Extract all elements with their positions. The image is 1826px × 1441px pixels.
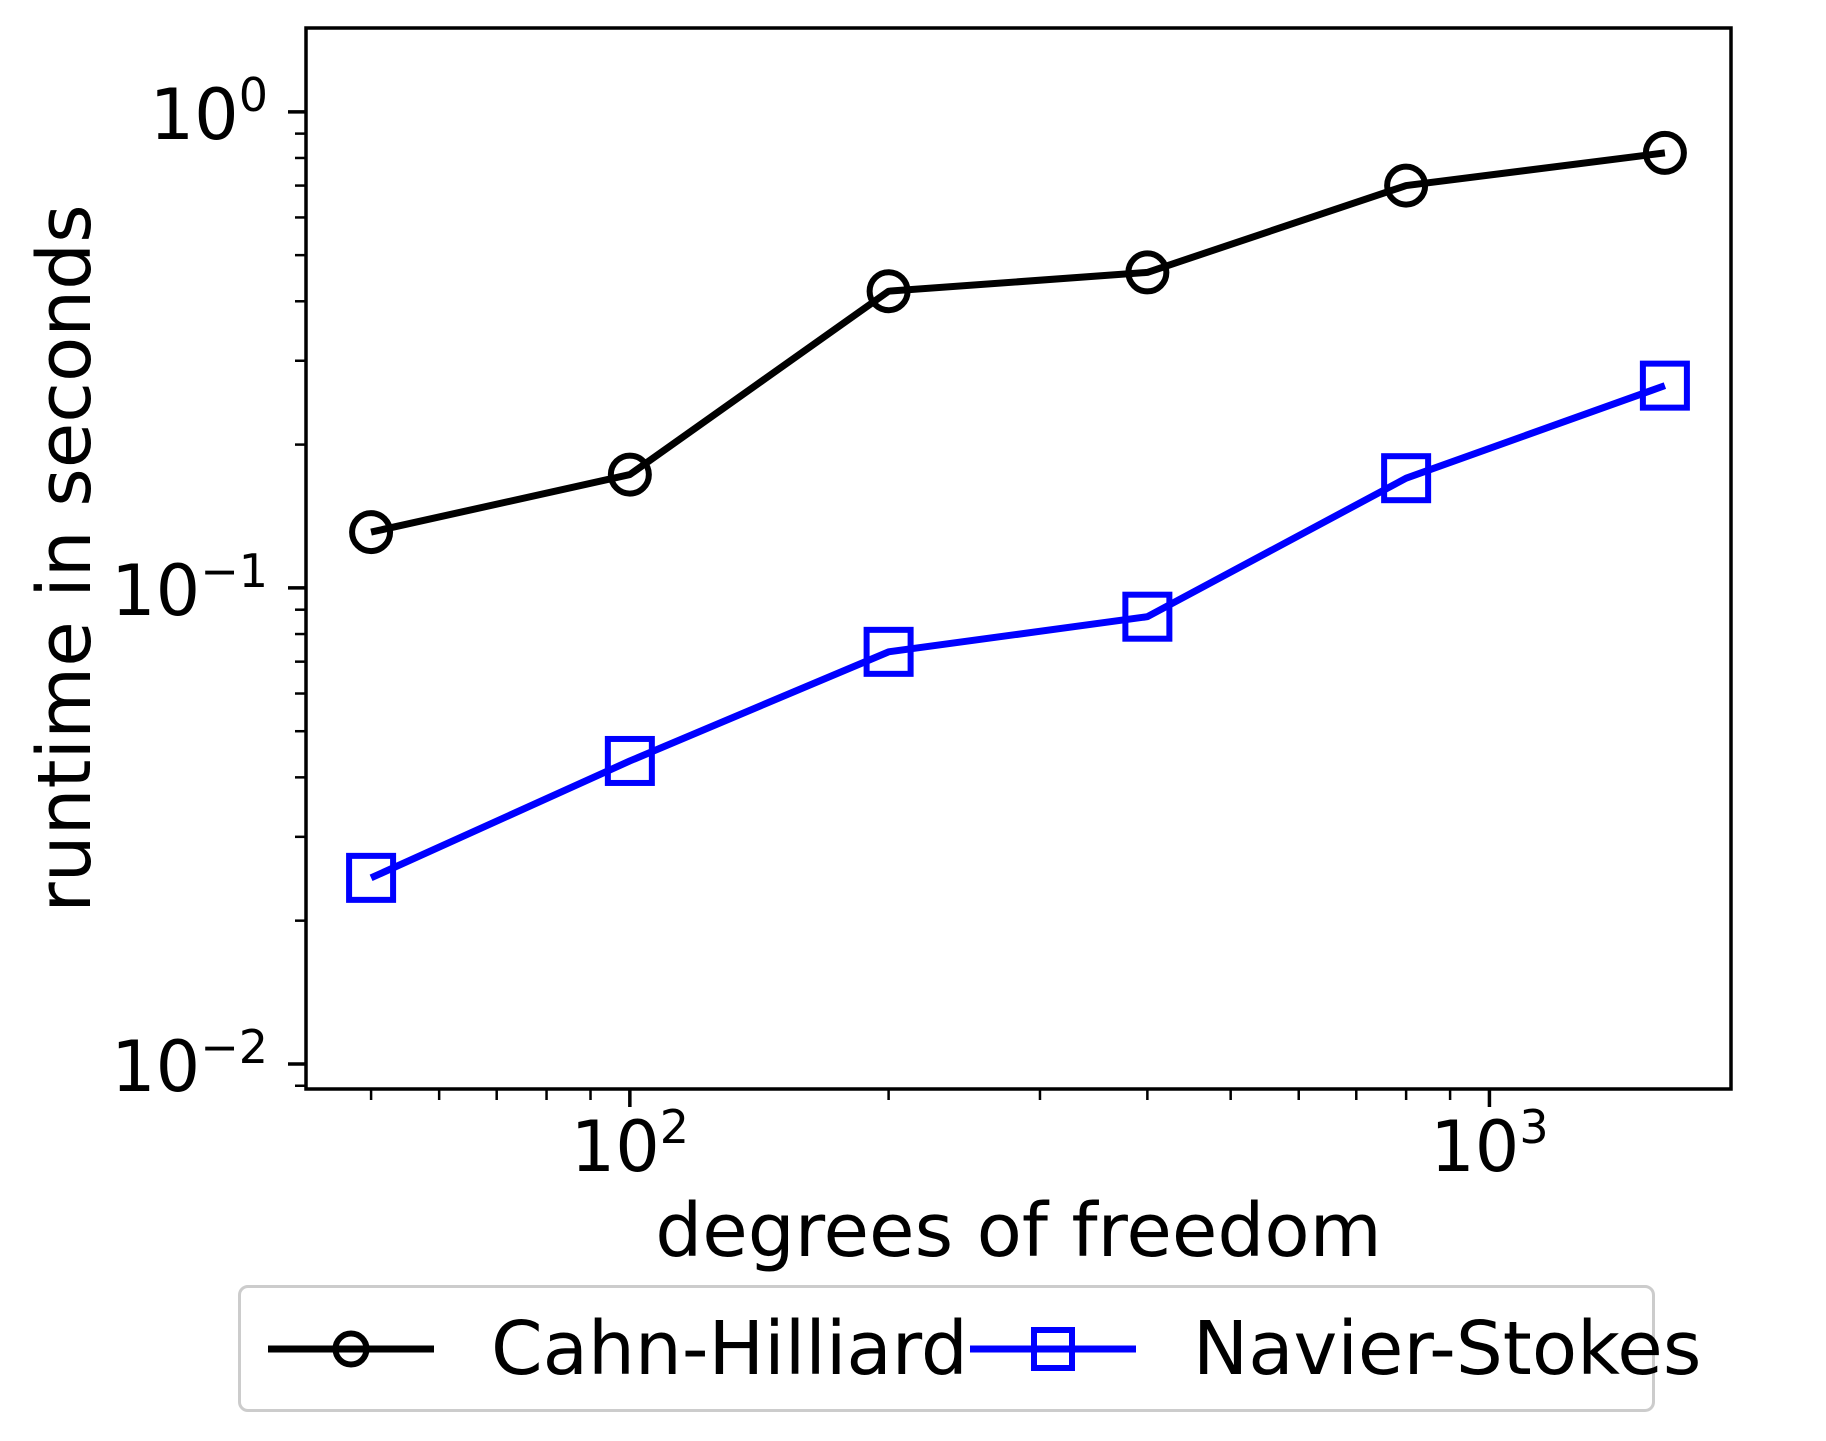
x-axis-label: degrees of freedom	[655, 1188, 1382, 1274]
y-tick-label: 100	[150, 68, 268, 156]
x-tick-label: 103	[1430, 1100, 1548, 1188]
legend-label-navier-stokes: Navier-Stokes	[1192, 1305, 1702, 1392]
square-marker-icon	[969, 1326, 1136, 1371]
legend-item-navier-stokes: Navier-Stokes	[968, 1305, 1702, 1392]
data-point-navier-stokes	[1639, 360, 1690, 411]
x-tick-label: 102	[571, 1100, 689, 1188]
data-point-navier-stokes	[863, 626, 914, 677]
data-point-cahn-hilliard	[866, 269, 911, 314]
plot-border	[304, 26, 1733, 1091]
data-point-cahn-hilliard	[349, 510, 394, 555]
y-axis-label: runtime in seconds	[22, 204, 108, 912]
data-point-cahn-hilliard	[1125, 250, 1170, 295]
y-tick-label: 10−1	[111, 544, 268, 632]
data-point-navier-stokes	[604, 735, 655, 786]
legend-item-cahn-hilliard: Cahn-Hilliard	[266, 1312, 968, 1386]
data-point-cahn-hilliard	[607, 452, 652, 497]
circle-marker-icon	[268, 1330, 434, 1367]
legend: Cahn-Hilliard Navier-Stokes	[238, 1285, 1701, 1412]
y-tick-label: 10−2	[111, 1020, 268, 1108]
data-point-cahn-hilliard	[1384, 163, 1429, 208]
data-point-navier-stokes	[1122, 591, 1173, 642]
data-point-navier-stokes	[1381, 453, 1432, 504]
series-line-cahn-hilliard	[370, 149, 1666, 536]
legend-label-cahn-hilliard: Cahn-Hilliard	[491, 1305, 968, 1392]
data-point-navier-stokes	[346, 852, 397, 903]
data-point-cahn-hilliard	[1642, 130, 1687, 175]
series-line-navier-stokes	[369, 382, 1667, 882]
